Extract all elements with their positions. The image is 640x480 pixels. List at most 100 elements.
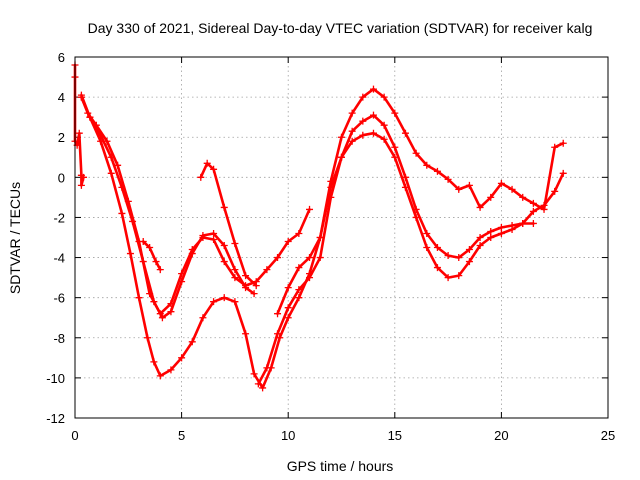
data-point (143, 334, 151, 342)
data-point (210, 236, 218, 244)
data-point (508, 185, 516, 193)
y-tick-label: 0 (58, 170, 65, 185)
data-point (263, 364, 271, 372)
data-point (476, 203, 484, 211)
data-point (391, 143, 399, 151)
data-point (86, 113, 94, 121)
data-point (316, 234, 324, 241)
data-point (295, 229, 303, 237)
y-tick-label: -2 (53, 210, 65, 225)
data-point (252, 282, 260, 290)
x-tick-label: 20 (494, 428, 508, 443)
data-point (497, 223, 505, 231)
y-tick-label: 4 (58, 90, 65, 105)
data-point (242, 272, 250, 280)
data-point (242, 284, 250, 292)
data-point (220, 258, 228, 266)
data-point (487, 227, 495, 235)
data-point (167, 308, 175, 316)
data-point (559, 139, 567, 147)
data-point (306, 254, 314, 262)
data-point (274, 254, 282, 262)
series-line (276, 87, 565, 315)
data-point (412, 149, 420, 157)
data-point (199, 314, 207, 322)
data-point (559, 169, 567, 177)
data-point (519, 193, 527, 201)
data-point (455, 254, 463, 262)
data-point (401, 129, 409, 137)
y-tick-label: -6 (53, 291, 65, 306)
data-point (476, 242, 484, 250)
series-line (80, 93, 256, 319)
series-track-7 (139, 238, 164, 274)
data-point (497, 179, 505, 187)
x-tick-label: 5 (178, 428, 185, 443)
data-point (77, 93, 85, 101)
data-point (359, 131, 367, 139)
data-point (97, 137, 105, 145)
series-track-4 (254, 111, 537, 388)
data-point (118, 209, 126, 217)
data-series (71, 61, 567, 392)
data-point (107, 169, 115, 177)
data-point (75, 129, 83, 137)
data-point (242, 330, 250, 338)
x-axis-label: GPS time / hours (287, 458, 394, 474)
data-point (433, 264, 441, 272)
data-point (348, 127, 356, 135)
data-point (465, 246, 473, 254)
data-point (146, 244, 154, 252)
y-tick-label: 2 (58, 130, 65, 145)
data-point (401, 173, 409, 181)
data-point (487, 234, 495, 241)
data-point (220, 242, 228, 250)
data-point (540, 205, 548, 213)
data-point (359, 93, 367, 101)
data-point (369, 85, 377, 93)
data-point (231, 274, 239, 282)
data-point (126, 250, 134, 258)
data-point (338, 133, 345, 141)
data-point (254, 380, 262, 388)
data-point (156, 372, 164, 380)
y-tick-label: 6 (58, 50, 65, 65)
data-point (167, 366, 175, 374)
data-point (178, 354, 186, 362)
data-point (348, 137, 356, 145)
data-point (250, 290, 258, 298)
data-point (465, 181, 473, 189)
y-axis-label: SDTVAR / TECUs (7, 182, 23, 294)
data-point (433, 244, 441, 252)
data-point (274, 330, 282, 338)
data-point (519, 219, 527, 227)
data-point (263, 266, 271, 274)
data-point (150, 298, 158, 306)
data-point (497, 229, 505, 237)
data-point (284, 314, 292, 322)
data-point (135, 294, 143, 302)
data-point (487, 193, 495, 201)
data-point (551, 187, 559, 195)
data-point (306, 205, 314, 213)
y-tick-label: -8 (53, 331, 65, 346)
data-point (327, 177, 335, 185)
data-point (139, 258, 147, 266)
data-point (139, 238, 147, 246)
data-point (423, 229, 431, 237)
data-point (284, 284, 292, 292)
y-tick-label: -10 (46, 371, 65, 386)
data-point (295, 264, 303, 272)
data-point (197, 173, 205, 181)
data-point (150, 358, 158, 366)
data-point (380, 93, 388, 101)
data-point (348, 109, 356, 117)
data-point (203, 159, 211, 167)
data-point (433, 167, 441, 175)
data-point (210, 298, 218, 306)
data-point (231, 298, 239, 306)
data-point (359, 117, 367, 125)
y-tick-label: -12 (46, 411, 65, 426)
x-tick-label: 25 (601, 428, 615, 443)
